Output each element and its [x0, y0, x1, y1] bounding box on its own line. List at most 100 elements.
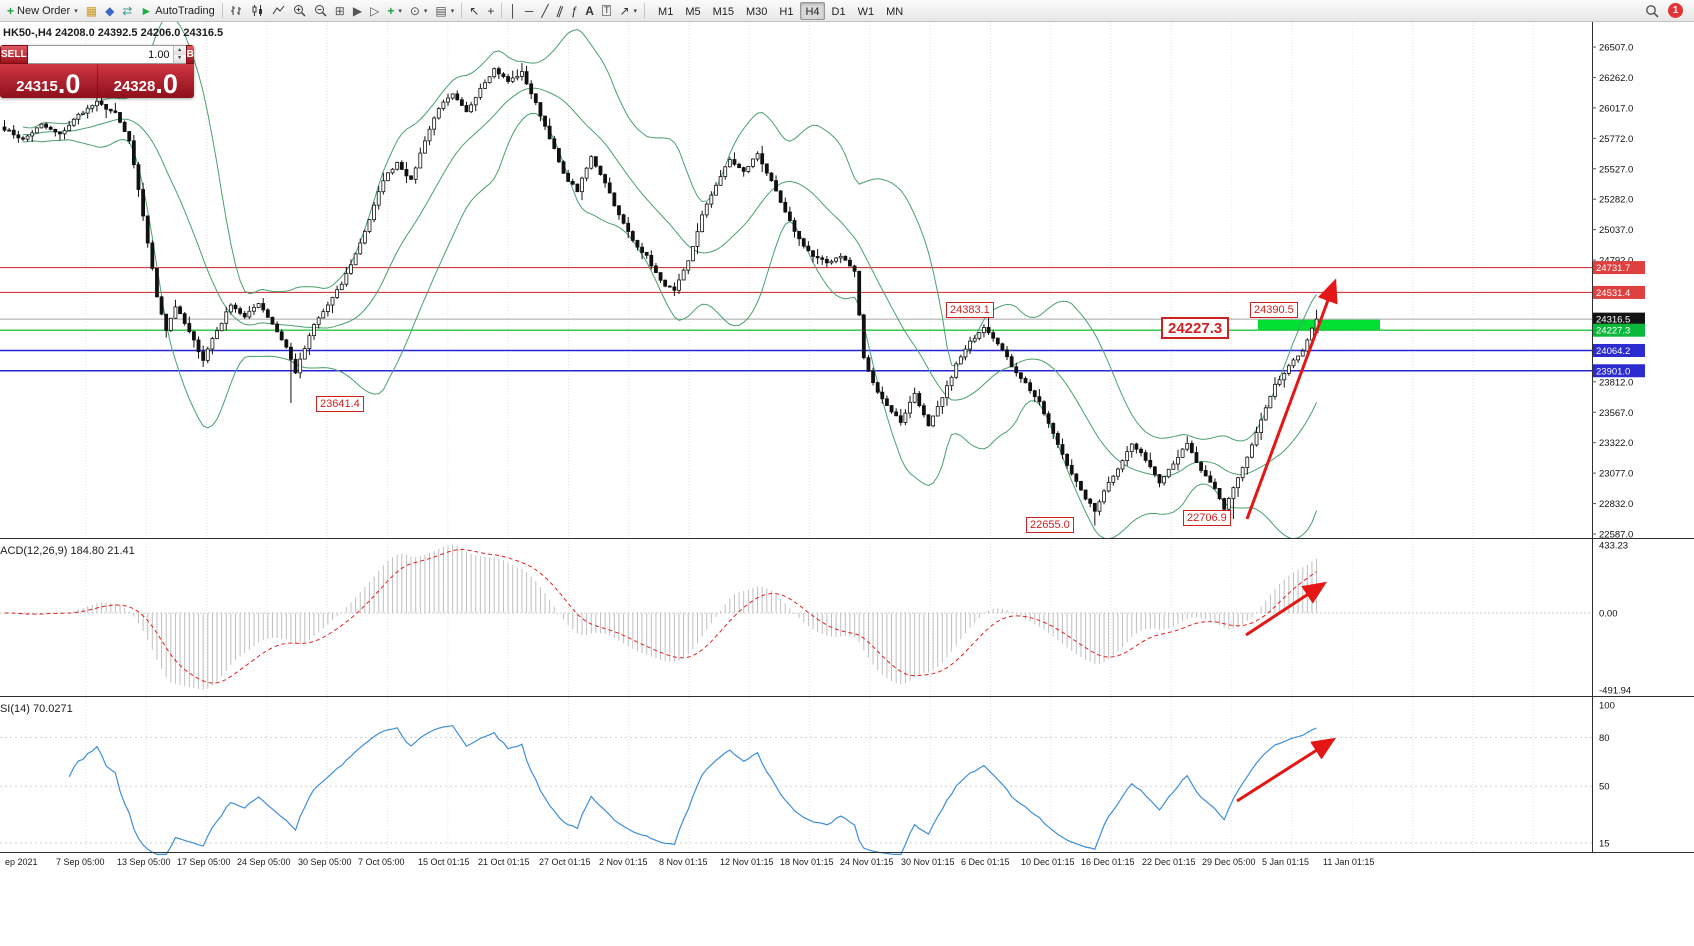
bar-chart-button[interactable] — [226, 1, 247, 20]
zoom-in-button[interactable] — [289, 1, 310, 20]
sell-price-main: 24315 — [16, 78, 58, 95]
candlestick-chart-button[interactable] — [247, 1, 268, 20]
macd-scale-label: 0.00 — [1599, 609, 1618, 620]
price-annotation[interactable]: 24383.1 — [946, 302, 994, 318]
search-icon[interactable] — [1645, 4, 1659, 18]
vertical-line-button[interactable]: │ — [505, 1, 521, 20]
price-tag — [1593, 343, 1645, 357]
macd-name: MACD(12,26,9) — [0, 545, 68, 557]
candles — [2, 62, 1319, 526]
rsi-scale-label: 15 — [1599, 839, 1610, 850]
horizontal-line-button[interactable]: ─ — [521, 1, 538, 20]
time-axis-label: 7 Sep 05:00 — [56, 857, 105, 867]
price-annotation[interactable]: 24390.5 — [1250, 302, 1298, 318]
new-order-label: New Order — [17, 4, 71, 17]
one-click-trading-widget: SELL ▲ ▼ BUY 24315.0 24328.0 — [0, 45, 194, 98]
timeframe-h1-button[interactable]: H1 — [779, 5, 794, 18]
profiles-button[interactable]: ◆ — [101, 1, 118, 20]
text-icon: A — [585, 3, 594, 18]
trend-arrow[interactable] — [1245, 581, 1328, 637]
price-tag-label: 24731.7 — [1596, 263, 1630, 274]
label-icon: T — [601, 5, 612, 16]
timeframe-m30-button[interactable]: M30 — [746, 5, 768, 18]
chart-canvas[interactable]: 26507.0 26262.0 26017.0 25772.0 25527.0 25282… — [0, 22, 1694, 946]
price-tag — [1593, 285, 1645, 299]
refresh-button[interactable]: ⇄ — [118, 1, 136, 20]
cursor-icon: ↖ — [469, 3, 480, 18]
price-axis-label: 25037.0 — [1599, 225, 1633, 236]
rsi-line — [68, 724, 1317, 856]
bar-chart-icon — [230, 6, 241, 15]
price-axis-label: 26017.0 — [1599, 103, 1633, 114]
timeframe-mn-button[interactable]: MN — [886, 5, 904, 18]
sell-button[interactable]: SELL — [0, 45, 28, 64]
timeframe-m1-button[interactable]: M1 — [658, 5, 674, 18]
price-axis-label: 25282.0 — [1599, 195, 1633, 206]
price-annotation[interactable]: 22706.9 — [1183, 510, 1231, 526]
new-order-icon: + — [7, 3, 15, 18]
autotrading-button[interactable]: ► AutoTrading — [136, 1, 218, 20]
price-annotation[interactable]: 24227.3 — [1161, 317, 1230, 339]
time-axis-label: 17 Sep 05:00 — [177, 857, 231, 867]
zoom-out-button[interactable] — [310, 1, 331, 20]
auto-scroll-button[interactable]: ▶ — [349, 1, 366, 20]
crosshair-button[interactable]: + — [483, 1, 498, 20]
volume-increase-button[interactable]: ▲ — [173, 46, 186, 55]
line-chart-button[interactable] — [268, 1, 289, 20]
chevron-down-icon: ▾ — [398, 7, 402, 15]
trend-arrows — [1236, 278, 1338, 803]
chart-shift-button[interactable]: ▷ — [366, 1, 383, 20]
timeframe-m15-button[interactable]: M15 — [712, 5, 735, 18]
trend-arrow[interactable] — [1236, 737, 1337, 803]
timeframe-d1-button[interactable]: D1 — [831, 5, 846, 18]
price-axis-label: 23567.0 — [1599, 408, 1633, 419]
cursor-button[interactable]: ↖ — [465, 1, 483, 20]
macd-scale-label: -491.94 — [1599, 686, 1631, 697]
channel-button[interactable]: ∥ — [553, 1, 567, 20]
time-axis-label: 24 Nov 01:15 — [840, 857, 894, 867]
add-indicator-button[interactable]: + ▾ — [383, 1, 406, 20]
price-tag-label: 24531.4 — [1596, 288, 1630, 299]
timeframe-m5-button[interactable]: M5 — [685, 5, 701, 18]
arrows-button[interactable]: ↗ ▾ — [615, 1, 641, 20]
main-chart-panel — [0, 22, 1592, 538]
time-axis-label: 24 Sep 05:00 — [237, 857, 291, 867]
chart-area: 26507.0 26262.0 26017.0 25772.0 25527.0 25282… — [0, 22, 1694, 946]
toolbar-separator — [461, 3, 463, 18]
auto-scroll-icon: ▶ — [352, 3, 363, 18]
play-icon: ► — [140, 3, 153, 18]
time-axis-label: 2 Nov 01:15 — [599, 857, 648, 867]
price-tag-label: 24064.2 — [1596, 346, 1630, 357]
buy-price[interactable]: 24328.0 — [98, 64, 195, 98]
sell-price[interactable]: 24315.0 — [0, 64, 98, 98]
horizontal-line-icon: ─ — [524, 3, 534, 18]
label-button[interactable]: T — [598, 1, 616, 20]
panel-separators — [0, 22, 1694, 853]
rsi-scale-label: 100 — [1599, 701, 1615, 712]
channel-icon: ∥ — [554, 2, 565, 19]
time-axis-label: 6 Dec 01:15 — [961, 857, 1010, 867]
trend-arrow[interactable] — [1245, 278, 1338, 520]
text-button[interactable]: A — [581, 1, 598, 20]
rsi-value: 70.0271 — [32, 703, 73, 715]
volume-decrease-button[interactable]: ▼ — [173, 54, 186, 63]
price-annotation[interactable]: 23641.4 — [316, 396, 364, 412]
buy-button[interactable]: BUY — [185, 45, 194, 64]
price-annotation[interactable]: 22655.0 — [1026, 517, 1074, 533]
price-axis-label: 23077.0 — [1599, 469, 1633, 480]
rsi-scale-label: 80 — [1599, 733, 1610, 744]
fibonacci-button[interactable]: ƒ — [567, 1, 582, 20]
timeframe-h4-button[interactable]: H4 — [800, 1, 825, 20]
new-order-button[interactable]: + New Order ▾ — [3, 1, 82, 20]
toolbar-separator — [501, 3, 503, 18]
macd-signal-line — [4, 548, 1317, 684]
trendline-button[interactable]: ╱ — [537, 1, 552, 20]
template-button[interactable]: ▤ ▾ — [431, 1, 458, 20]
period-button[interactable]: ⊙ ▾ — [406, 1, 432, 20]
tile-windows-button[interactable]: ⊞ — [331, 1, 349, 20]
charts-button[interactable]: ▦ — [82, 1, 101, 20]
notification-badge[interactable]: 1 — [1668, 3, 1683, 18]
timeframe-w1-button[interactable]: W1 — [857, 5, 875, 18]
volume-input[interactable] — [27, 46, 173, 63]
price-axis-label: 26262.0 — [1599, 73, 1633, 84]
